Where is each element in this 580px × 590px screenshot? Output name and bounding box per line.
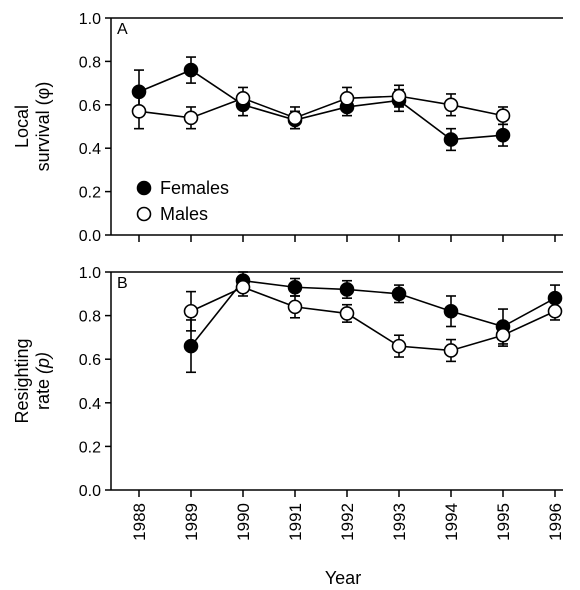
y-axis-label-word: rate	[33, 374, 53, 410]
y-tick-label: 1.0	[79, 11, 101, 28]
data-point	[339, 306, 355, 321]
x-tick-label: 1996	[546, 503, 565, 541]
data-point	[339, 282, 355, 297]
y-axis-label: Local	[12, 105, 32, 148]
y-tick-label: 0.0	[79, 483, 101, 500]
data-point	[183, 303, 199, 319]
y-tick-label: 1.0	[79, 265, 101, 282]
series-line	[138, 69, 504, 141]
y-tick-label: 0.4	[79, 396, 101, 413]
y-axis-label: survival (φ)	[33, 82, 53, 172]
series-males	[183, 277, 563, 363]
panel-a: A Local survival (φ) 0.0 0.2 0.4 0.6 0.8 1.0 F…	[12, 11, 563, 245]
series-line	[190, 279, 556, 347]
x-tick-label: 1994	[442, 503, 461, 541]
x-tick-label: 1991	[286, 503, 305, 541]
legend: Females Males	[136, 178, 229, 224]
panel-letter: A	[117, 21, 128, 38]
data-point	[443, 132, 459, 147]
legend-marker	[136, 206, 152, 222]
data-point	[183, 110, 199, 126]
x-tick-label: 1992	[338, 503, 357, 541]
x-tick-label: 1988	[130, 503, 149, 541]
data-point	[495, 127, 511, 143]
y-axis-label: rate (p)	[33, 352, 53, 410]
x-tick-label: 1990	[234, 503, 253, 541]
data-point	[287, 279, 303, 295]
y-tick-label: 0.2	[79, 439, 101, 456]
y-axis-label-word: survival	[33, 105, 53, 171]
series-males	[131, 84, 511, 130]
data-point	[339, 90, 355, 106]
data-point	[495, 327, 511, 343]
data-point	[235, 279, 251, 295]
data-point	[495, 108, 511, 123]
panel-b: B Resighting rate (p) 0.0 0.2 0.4 0.6 0.8 1.0	[12, 265, 563, 500]
series-females	[131, 56, 511, 152]
x-axis-label: Year	[325, 568, 361, 588]
data-point	[391, 286, 407, 302]
data-point	[183, 338, 199, 354]
data-point	[287, 299, 303, 315]
data-point	[183, 62, 199, 78]
y-axis-label-symbol: (φ)	[33, 82, 53, 106]
series-line	[138, 95, 504, 119]
data-point	[443, 343, 459, 358]
y-tick-label: 0.4	[79, 141, 101, 158]
y-tick-label: 0.8	[79, 309, 101, 326]
data-point	[391, 338, 407, 354]
x-tick-label: 1993	[390, 503, 409, 541]
x-tick-label: 1989	[182, 503, 201, 541]
data-point	[443, 303, 459, 319]
y-tick-label: 0.8	[79, 54, 101, 71]
data-point	[391, 88, 407, 104]
legend-marker	[136, 180, 152, 196]
legend-label: Males	[160, 204, 208, 224]
y-tick-label: 0.2	[79, 185, 101, 202]
data-point	[547, 303, 563, 319]
y-axis-label-symbol: (p)	[33, 352, 53, 374]
y-tick-label: 0.6	[79, 352, 101, 369]
data-point	[287, 110, 303, 126]
series-line	[190, 286, 556, 352]
data-point	[235, 90, 251, 106]
panel-letter: B	[117, 275, 128, 292]
data-point	[131, 104, 147, 119]
y-axis-label: Resighting	[12, 338, 32, 423]
y-tick-label: 0.6	[79, 98, 101, 115]
y-tick-label: 0.0	[79, 228, 101, 245]
x-tick-label: 1995	[494, 503, 513, 541]
data-point	[443, 97, 459, 113]
legend-label: Females	[160, 178, 229, 198]
